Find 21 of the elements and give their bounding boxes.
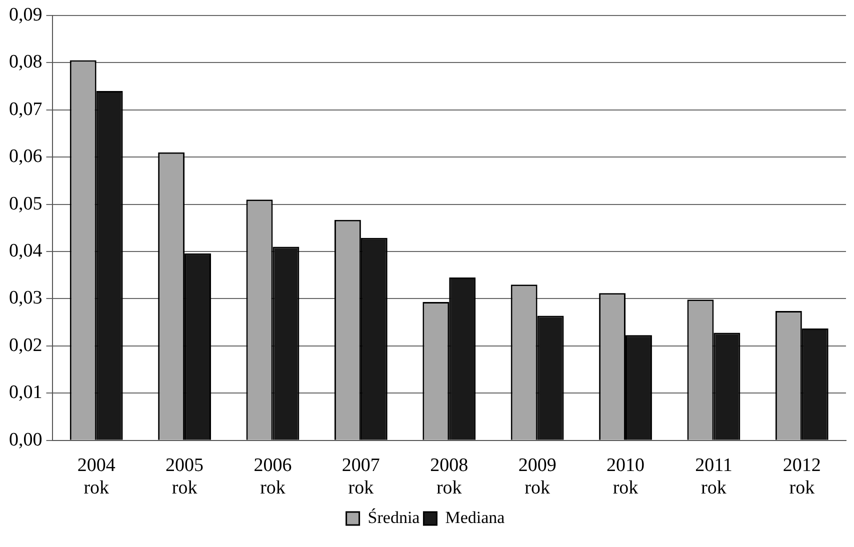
x-tick-label: 2005 rok — [166, 454, 204, 499]
y-tick-label: 0,03 — [9, 288, 42, 309]
y-tick-label: 0,04 — [9, 240, 43, 262]
x-tick-label: 2009 rok — [518, 454, 556, 499]
x-tick-label: 2004 rok — [77, 454, 116, 499]
y-tick-label: 0,00 — [9, 429, 42, 450]
y-tick-label: 0,08 — [9, 52, 42, 73]
y-tick-label: 0,07 — [9, 98, 42, 120]
x-tick-label: 2011 rok — [695, 454, 732, 499]
x-tick-label: 2010 rok — [606, 454, 645, 499]
y-tick-label: 0,02 — [9, 334, 42, 356]
y-tick-label: 0,01 — [9, 382, 42, 404]
x-tick-label: 2007 rok — [342, 454, 380, 499]
x-tick-label: 2008 rok — [430, 454, 468, 499]
legend-label: Mediana — [445, 508, 506, 527]
y-tick-label: 0,05 — [9, 193, 42, 214]
y-tick-label: 0,09 — [9, 4, 42, 26]
y-tick-label: 0,06 — [9, 146, 42, 168]
x-tick-label: 2012 rok — [782, 454, 821, 499]
legend-label: Średnia — [368, 508, 420, 527]
x-tick-label: 2006 rok — [254, 454, 292, 499]
